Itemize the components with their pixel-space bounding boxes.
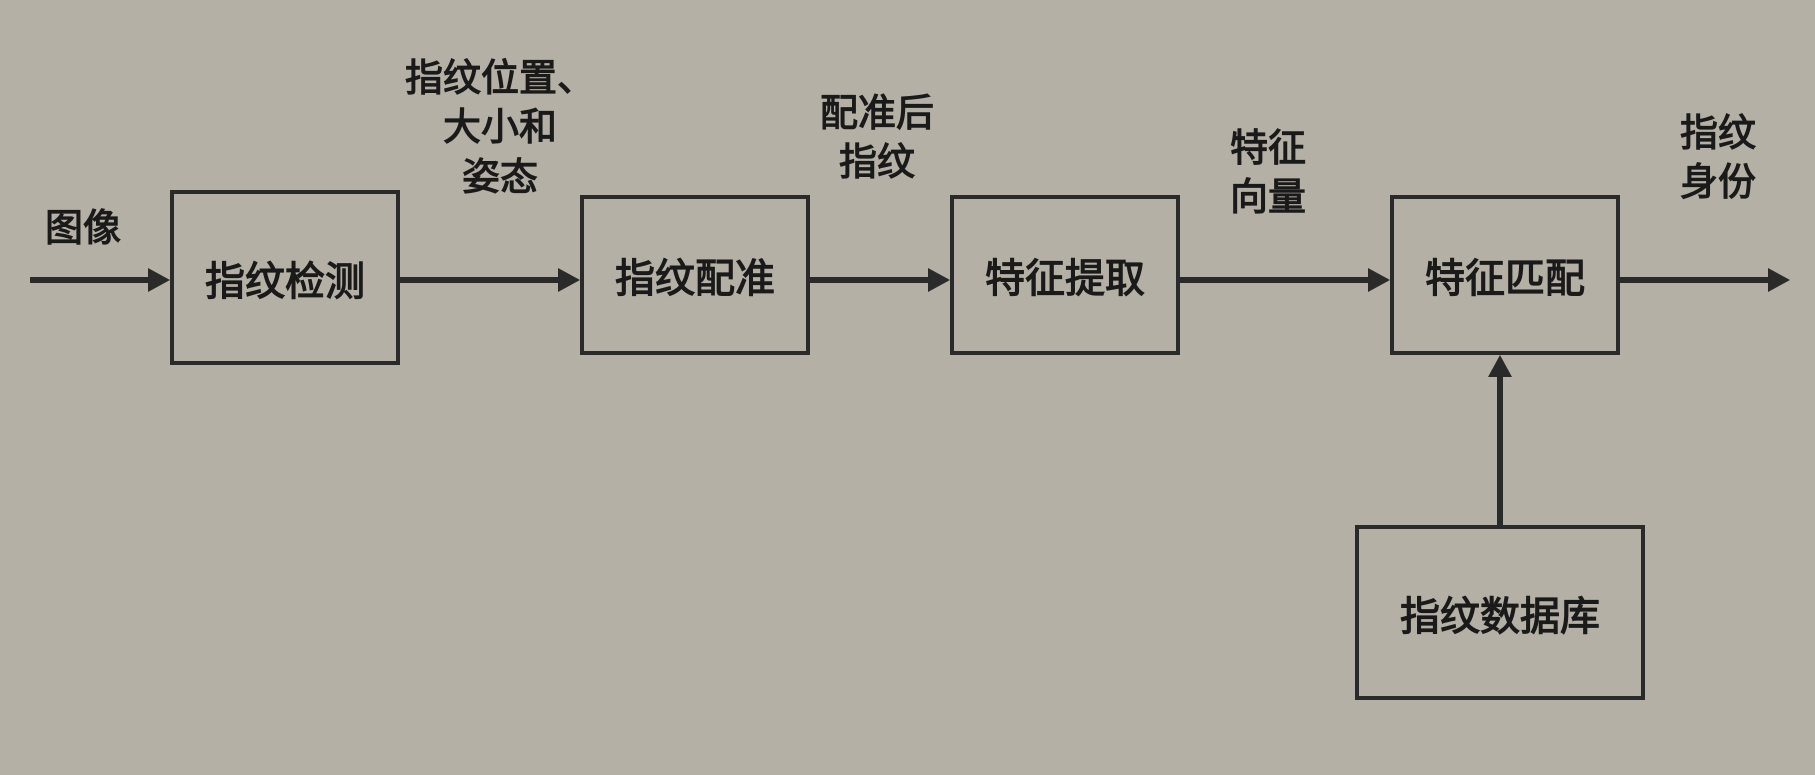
node-detection: 指纹检测 bbox=[170, 190, 400, 365]
node-feature-extraction: 特征提取 bbox=[950, 195, 1180, 355]
edge-label-identity: 指纹 身份 bbox=[1680, 110, 1756, 209]
node-registration: 指纹配准 bbox=[580, 195, 810, 355]
edge-line bbox=[1620, 277, 1770, 283]
edge-label-position: 指纹位置、 大小和 姿态 bbox=[405, 55, 595, 203]
node-label: 特征匹配 bbox=[1425, 246, 1585, 304]
node-label: 指纹检测 bbox=[205, 249, 365, 307]
edge-line bbox=[1497, 377, 1503, 525]
edge-label-registered: 配准后 指纹 bbox=[820, 90, 934, 189]
node-label: 指纹配准 bbox=[615, 246, 775, 304]
node-database: 指纹数据库 bbox=[1355, 525, 1645, 700]
edge-line bbox=[400, 277, 560, 283]
edge-line bbox=[30, 277, 150, 283]
arrow-head-icon bbox=[148, 268, 170, 292]
arrow-head-icon bbox=[1368, 268, 1390, 292]
node-label: 特征提取 bbox=[985, 246, 1145, 304]
arrow-head-icon bbox=[1488, 355, 1512, 377]
edge-line bbox=[1180, 277, 1370, 283]
edge-label-input: 图像 bbox=[45, 205, 121, 254]
flowchart-diagram: 指纹检测 指纹配准 特征提取 特征匹配 指纹数据库 图像 指纹位置、 大小和 姿… bbox=[0, 0, 1815, 775]
arrow-head-icon bbox=[558, 268, 580, 292]
edge-line bbox=[810, 277, 930, 283]
node-label: 指纹数据库 bbox=[1400, 584, 1600, 642]
arrow-head-icon bbox=[928, 268, 950, 292]
node-feature-matching: 特征匹配 bbox=[1390, 195, 1620, 355]
arrow-head-icon bbox=[1768, 268, 1790, 292]
edge-label-feature-vector: 特征 向量 bbox=[1230, 125, 1306, 224]
